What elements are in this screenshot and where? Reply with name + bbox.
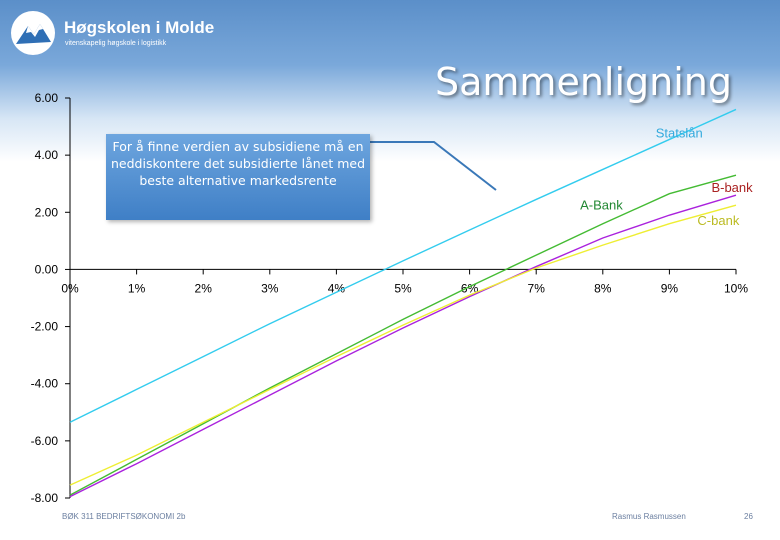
x-tick-label: 7% [528,281,546,295]
callout-box: For å finne verdien av subsidiene må en … [106,134,370,220]
series-label-c-bank: C-bank [697,213,739,228]
y-tick-label: 0.00 [35,262,59,276]
callout-pointer-line [370,141,497,191]
y-tick-label: 6.00 [35,91,59,105]
logo-title: Høgskolen i Molde [64,18,215,37]
logo: Høgskolen i Molde vitenskapelig høgskole… [8,8,308,58]
x-tick-label: 10% [724,281,748,295]
slide-title: Sammenligning [435,60,732,104]
y-tick-labels: 6.00 4.00 2.00 0.00 -2.00 -4.00 -6.00 -8.00 [31,91,59,505]
x-tick-labels: 0% 1% 2% 3% 4% 5% 6% 7% 8% 9% 10% [61,281,748,295]
x-tick-label: 9% [661,281,679,295]
y-tick-label: 4.00 [35,148,59,162]
series-label-a-bank: A-Bank [580,198,623,213]
x-tick-label: 0% [61,281,79,295]
y-tick-label: 2.00 [35,205,59,219]
x-tick-label: 4% [328,281,346,295]
footer-author: Rasmus Rasmussen [612,512,686,521]
series-label-b-bank: B-bank [711,180,753,195]
x-tick-label: 1% [128,281,146,295]
series-line-a-bank [69,174,737,496]
series-line-c-bank [69,204,737,486]
series-lines [69,108,737,498]
footer-course: BØK 311 BEDRIFTSØKONOMI 2b [62,512,186,521]
y-tick-label: -8.00 [31,491,59,505]
y-tick-label: -6.00 [31,434,59,448]
series-line-statsl-n [69,108,737,423]
mountain-logo-icon [11,11,55,55]
x-tick-label: 2% [195,281,213,295]
y-tick-label: -4.00 [31,377,59,391]
y-tick-label: -2.00 [31,320,59,334]
series-line-b-bank [69,194,737,498]
chart-axes [65,97,737,499]
logo-subtitle: vitenskapelig høgskole i logistikk [65,40,167,47]
x-tick-label: 5% [394,281,412,295]
footer-page-number: 26 [744,512,753,521]
x-tick-label: 8% [594,281,612,295]
series-label-statsl-n: Statslån [656,125,703,140]
x-tick-label: 3% [261,281,279,295]
series-labels: Statslån A-Bank B-bank C-bank [580,125,753,228]
